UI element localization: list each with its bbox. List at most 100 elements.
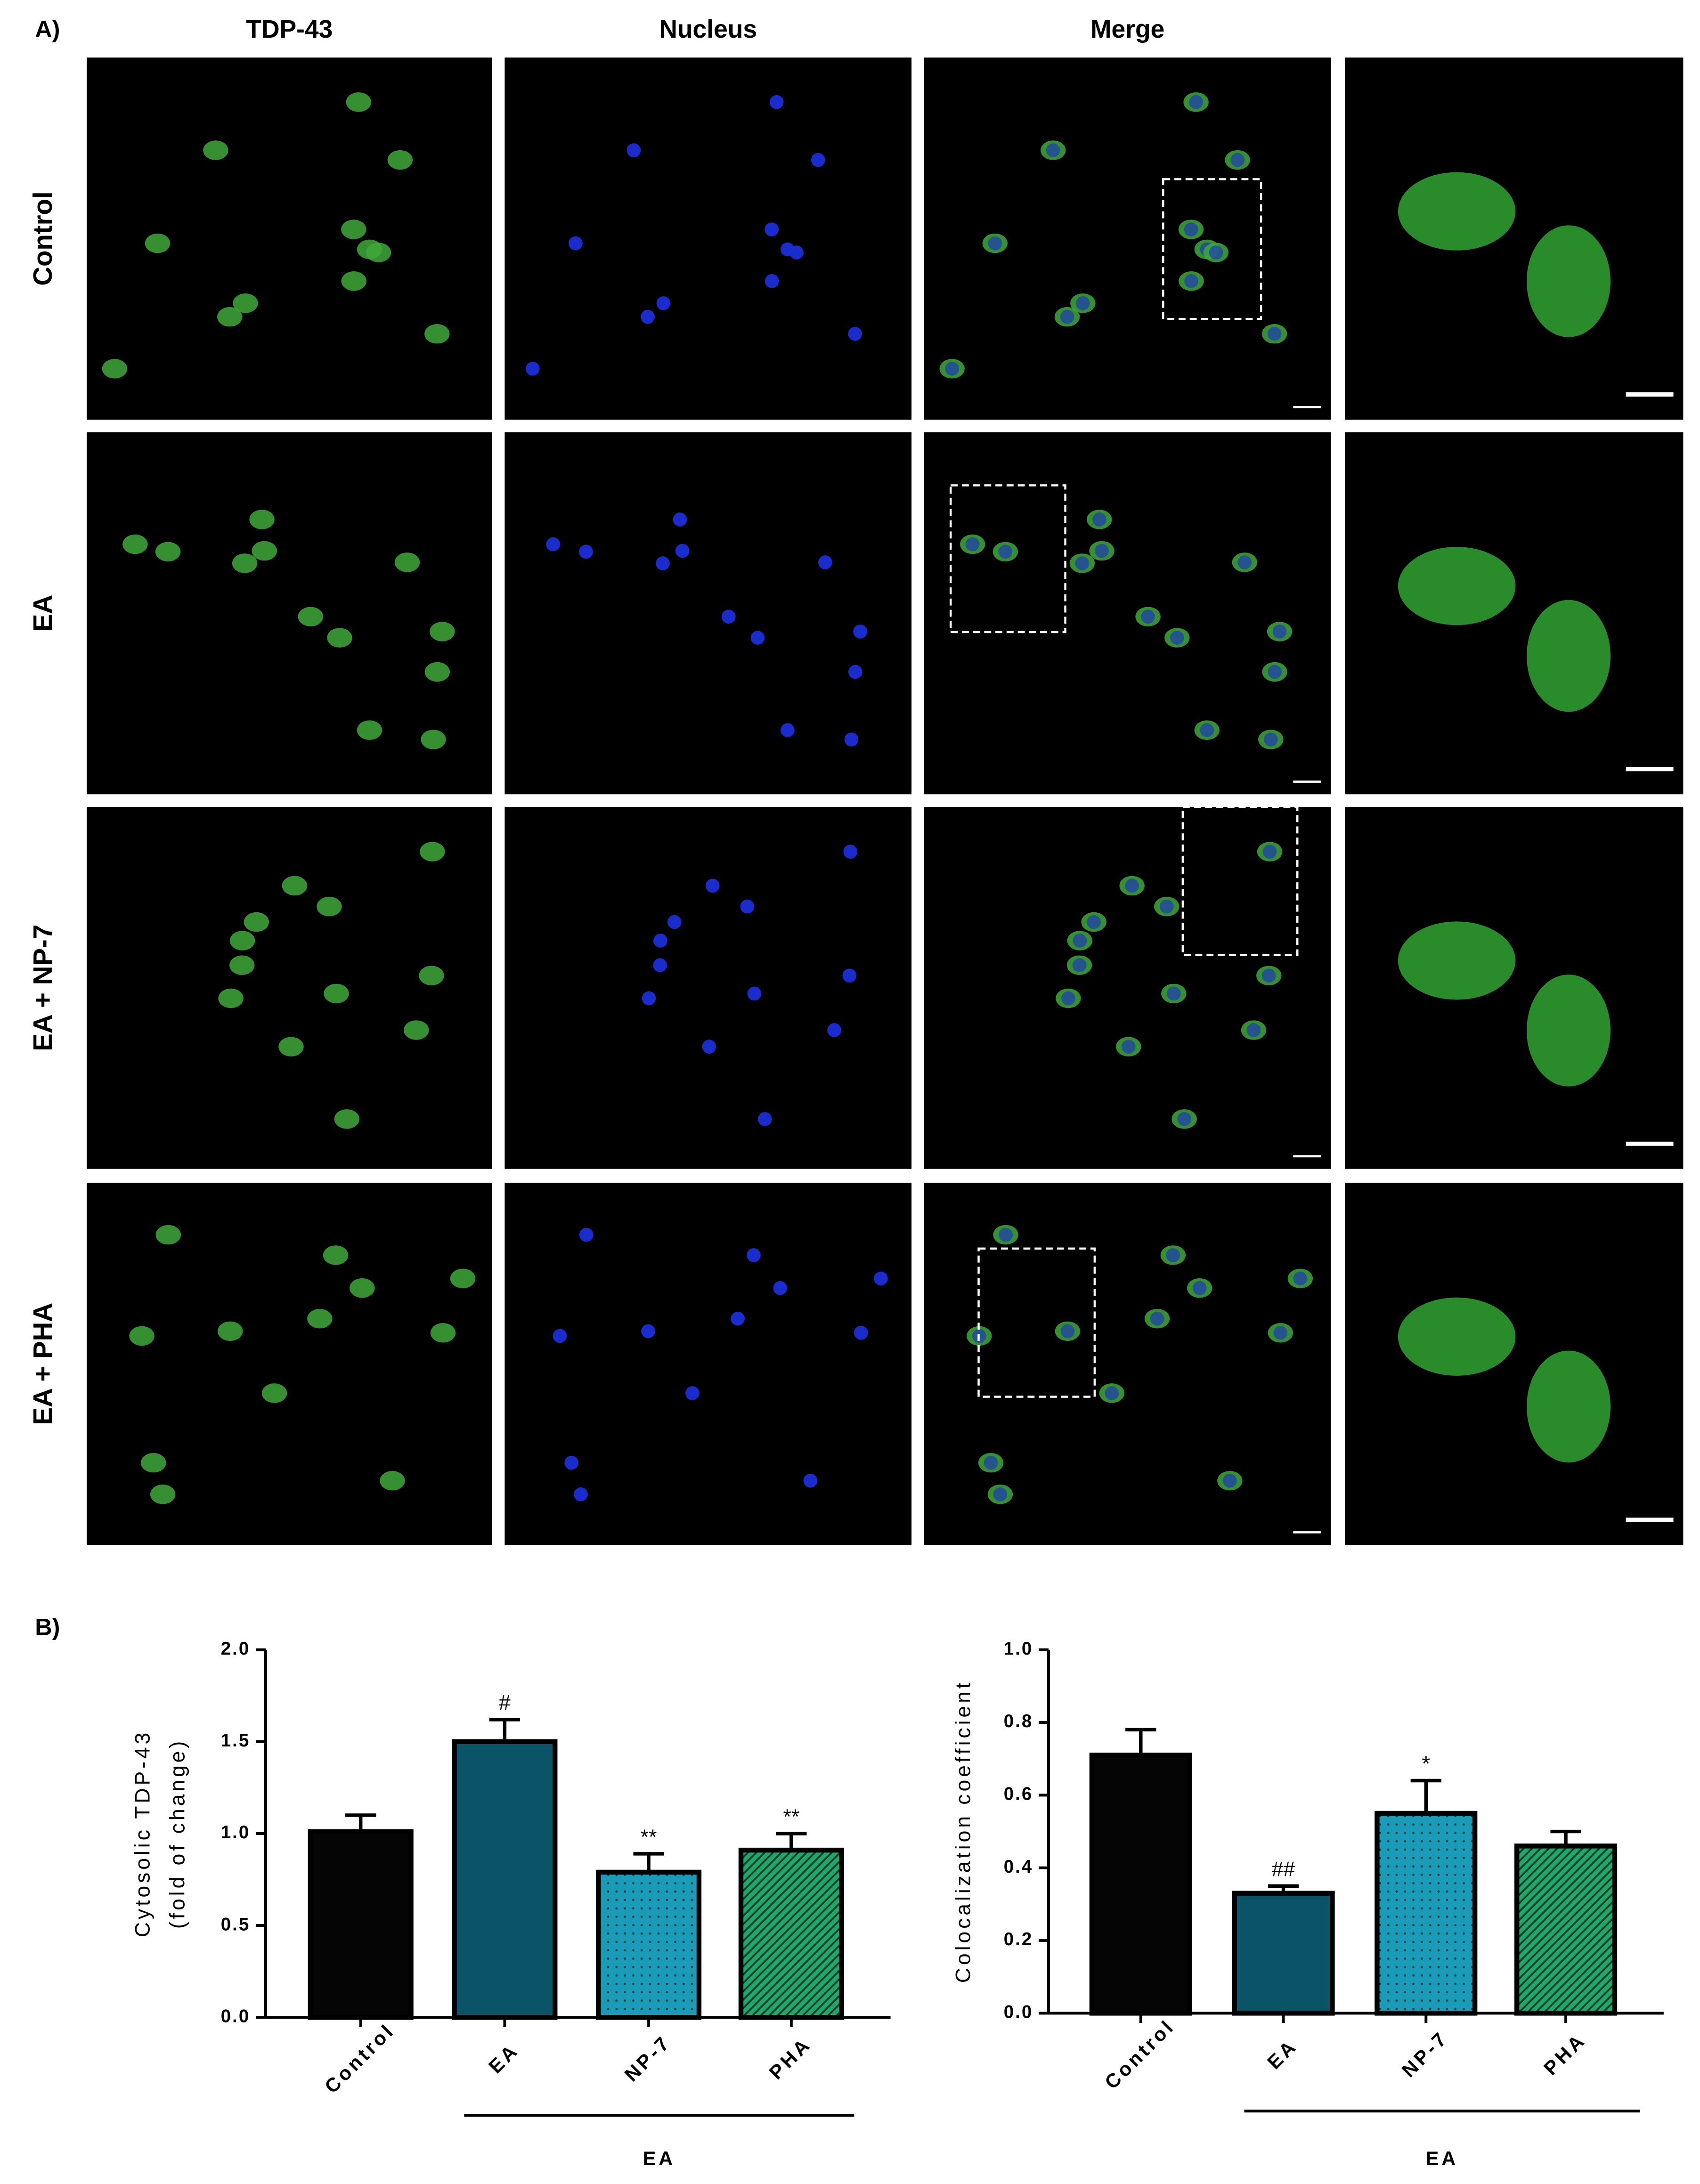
cell-zoom — [1526, 974, 1611, 1087]
nucleus — [1184, 222, 1198, 236]
y-tick-label: 0.8 — [1004, 1711, 1033, 1731]
nucleus — [1209, 245, 1223, 260]
y-axis-label: Cytosolic TDP-43 — [131, 1730, 154, 1937]
nucleus — [525, 361, 540, 376]
nucleus — [750, 631, 765, 645]
nucleus — [1192, 1281, 1207, 1295]
y-axis-label: Colocalization coefficient — [952, 1680, 975, 1983]
nucleus — [854, 1325, 868, 1340]
cell-zoom — [1398, 172, 1516, 251]
cell — [430, 622, 455, 641]
nucleus — [1264, 732, 1278, 747]
x-tick-label: NP-7 — [620, 2030, 675, 2086]
cell — [341, 271, 366, 291]
y-axis-label: (fold of change) — [166, 1738, 189, 1929]
nucleus — [1166, 1248, 1180, 1262]
significance-mark: ** — [641, 1826, 657, 1849]
nucleus — [747, 986, 762, 1001]
cell — [394, 552, 420, 572]
nucleus — [848, 665, 862, 679]
nucleus — [1262, 844, 1277, 859]
nucleus — [1237, 555, 1252, 569]
y-tick-label: 1.0 — [221, 1822, 251, 1843]
nucleus — [740, 899, 755, 914]
nucleus — [574, 1487, 588, 1502]
nucleus — [1189, 95, 1203, 109]
zoom-box — [949, 484, 1066, 633]
micrograph — [87, 1183, 492, 1545]
nucleus — [1177, 1112, 1191, 1126]
panel-label: B) — [35, 1614, 60, 1640]
row-label: EA + PHA — [28, 1303, 57, 1425]
group-label: EA — [1426, 2147, 1459, 2169]
cell — [155, 1225, 181, 1245]
cell — [218, 988, 244, 1008]
micrograph — [87, 807, 492, 1169]
cell — [282, 876, 308, 896]
cell — [233, 293, 258, 313]
nucleus — [1125, 878, 1139, 893]
cell — [150, 1484, 176, 1504]
nucleus — [721, 609, 736, 624]
nucleus — [626, 143, 641, 157]
nucleus — [757, 1112, 772, 1126]
nucleus — [765, 222, 779, 236]
micrograph — [1345, 1183, 1684, 1545]
cell — [450, 1268, 476, 1289]
nucleus — [747, 1248, 761, 1262]
nucleus — [769, 95, 784, 109]
cell — [327, 628, 352, 648]
scale-bar-label: 10 µm — [1632, 775, 1667, 789]
column-header: TDP-43 — [246, 16, 333, 43]
cell — [421, 730, 446, 749]
micrograph — [504, 57, 912, 420]
cell — [203, 140, 228, 160]
row-label: EA + NP-7 — [28, 925, 57, 1051]
nucleus — [641, 309, 655, 324]
nucleus — [945, 361, 960, 376]
y-tick-label: 2.0 — [221, 1639, 251, 1659]
y-tick-label: 0.2 — [1004, 1929, 1033, 1949]
zoom-box — [977, 1247, 1096, 1398]
nucleus — [1268, 665, 1282, 679]
nucleus — [843, 844, 858, 859]
nucleus — [1141, 609, 1155, 624]
nucleus — [781, 723, 795, 738]
nucleus — [1293, 1271, 1308, 1286]
x-tick-label: PHA — [765, 2033, 815, 2084]
nucleus — [1075, 296, 1090, 310]
cell-zoom — [1526, 225, 1611, 337]
cell — [102, 359, 128, 379]
bar — [1375, 1811, 1478, 2016]
y-tick-label: 0.6 — [1004, 1784, 1033, 1804]
nucleus — [1267, 326, 1282, 341]
x-tick-label: PHA — [1539, 2029, 1590, 2079]
cell — [346, 92, 372, 112]
nucleus — [642, 991, 656, 1006]
significance-mark: ## — [1272, 1858, 1295, 1881]
nucleus — [1166, 986, 1181, 1001]
nucleus — [1072, 958, 1087, 973]
y-tick-label: 0.5 — [221, 1914, 251, 1934]
nucleus — [765, 274, 779, 288]
nucleus — [998, 544, 1013, 559]
y-tick-label: 1.0 — [1004, 1639, 1033, 1659]
cell — [424, 324, 450, 344]
nucleus — [984, 1455, 998, 1470]
nucleus — [1060, 1324, 1075, 1339]
y-tick-label: 0.0 — [1004, 2002, 1033, 2022]
cell — [334, 1109, 360, 1129]
bar — [1514, 1843, 1618, 2016]
nucleus — [999, 1227, 1013, 1242]
nucleus — [1060, 309, 1074, 324]
micrograph — [1345, 807, 1684, 1169]
nucleus — [579, 544, 593, 559]
nucleus — [1087, 915, 1101, 929]
cell — [141, 1453, 166, 1473]
cell — [229, 931, 255, 950]
cell-zoom — [1398, 921, 1516, 1000]
bar — [1232, 1891, 1335, 2016]
cell-zoom — [1526, 600, 1611, 712]
nucleus — [656, 556, 670, 570]
nucleus — [1230, 153, 1245, 167]
